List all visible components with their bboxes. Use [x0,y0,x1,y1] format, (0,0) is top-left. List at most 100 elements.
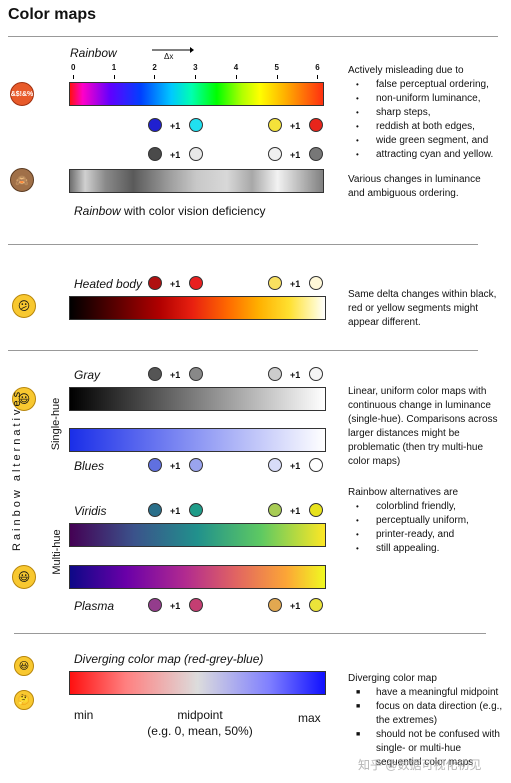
rainbow-cvd-label: Rainbow with color vision deficiency [74,204,265,218]
plus-one-label: +1 [290,121,301,131]
color-swatch [148,276,162,290]
tick-label: 3 [193,63,198,72]
color-swatch [268,503,282,517]
plus-one-label: +1 [170,370,181,380]
rainbow-desc-title: Actively misleading due to [348,65,464,76]
smiling-face-icon: 😃 [14,656,34,676]
face-text: &$!&% [10,90,34,98]
smiling-face-icon: 😃 [12,387,36,411]
list-item: colorblind friendly, [348,500,503,514]
alternatives-description: Rainbow alternatives are colorblind frie… [348,486,503,556]
blues-colorbar [69,428,326,452]
color-swatch [189,458,203,472]
color-swatch [309,276,323,290]
color-swatch [148,458,162,472]
tick-label: 2 [152,63,157,72]
page-title: Color maps [8,6,97,23]
list-item: perceptually uniform, [348,514,503,528]
midpoint-note: (e.g. 0, mean, 50%) [147,724,253,738]
diverging-description: Diverging color map have a meaningful mi… [348,672,508,770]
color-swatch [189,276,203,290]
divider [14,633,486,634]
list-item: attracting cyan and yellow. [348,148,508,162]
plus-one-label: +1 [290,370,301,380]
gray-label: Gray [74,368,101,382]
color-swatch [268,598,282,612]
diverging-colorbar [69,671,326,695]
color-swatch [309,458,323,472]
list-item: non-uniform luminance, [348,92,508,106]
blues-label: Blues [74,459,105,473]
tick-label: 6 [315,63,320,72]
list-item: printer-ready, and [348,528,503,542]
rainbow-alternatives-label: Rainbow alternatives [11,388,23,551]
list-item: sharp steps, [348,106,508,120]
diverging-label: Diverging color map (red-grey-blue) [74,652,264,666]
plus-one-label: +1 [290,279,301,289]
divider [8,244,478,245]
angry-face-icon: &$!&% [10,82,34,106]
tick-mark [73,75,74,79]
color-swatch [189,118,203,132]
color-swatch [268,118,282,132]
rainbow-label: Rainbow [70,46,117,60]
viridis-colorbar [69,523,326,547]
plus-one-label: +1 [290,506,301,516]
watermark: 知乎 @数据可视化初见 [358,758,482,772]
color-swatch [309,147,323,161]
color-swatch [189,503,203,517]
color-swatch [148,367,162,381]
plasma-label: Plasma [74,599,115,613]
list-item: have a meaningful midpoint [348,686,508,700]
list-item: false perceptual ordering, [348,78,508,92]
confused-face-icon: 😕 [12,294,36,318]
plus-one-label: +1 [170,279,181,289]
tick-mark [276,75,278,79]
divider [8,36,498,37]
heated-description: Same delta changes within black, red or … [348,289,497,328]
color-swatch [148,147,162,161]
plus-one-label: +1 [170,150,181,160]
list-item: still appealing. [348,542,503,556]
plus-one-label: +1 [170,506,181,516]
color-swatch [148,598,162,612]
plasma-colorbar [69,565,326,589]
divider [8,350,478,351]
tick-mark [317,75,319,79]
tick-mark [154,75,156,79]
color-swatch [268,458,282,472]
tick-label: 4 [233,63,239,72]
tick-label: 1 [111,63,117,72]
color-swatch [309,503,323,517]
rainbow-cvd-colorbar [69,169,324,193]
single-hue-label: Single-hue [50,397,62,451]
color-swatch [268,276,282,290]
color-swatch [309,598,323,612]
color-swatch [148,503,162,517]
tick-mark [195,75,197,79]
color-swatch [148,118,162,132]
list-item: should not be confused with single- or m… [348,728,508,770]
color-swatch [189,367,203,381]
delta-label: Δx [164,52,174,61]
multi-hue-label: Multi-hue [51,529,63,575]
rainbow-description: Actively misleading due to false percept… [348,64,508,162]
rainbow-cvd-description: Various changes in luminance and ambiguo… [348,174,481,199]
plus-one-label: +1 [290,601,301,611]
midpoint-label: midpoint [177,708,223,722]
delta-arrow [152,47,194,53]
thinking-face-icon: 🤔 [14,690,34,710]
list-item: wide green segment, and [348,134,508,148]
rainbow-cvd-label-rest: with color vision deficiency [124,204,266,218]
tick-mark [235,75,237,79]
plus-one-label: +1 [170,461,181,471]
color-swatch [309,367,323,381]
heated-colorbar [69,296,326,320]
diverging-desc-title: Diverging color map [348,673,437,684]
list-item: focus on data direction (e.g., the extre… [348,700,508,728]
plus-one-label: +1 [170,121,181,131]
color-swatch [189,147,203,161]
tick-label: 5 [274,63,279,72]
viridis-label: Viridis [74,504,107,518]
gray-colorbar [69,387,326,411]
